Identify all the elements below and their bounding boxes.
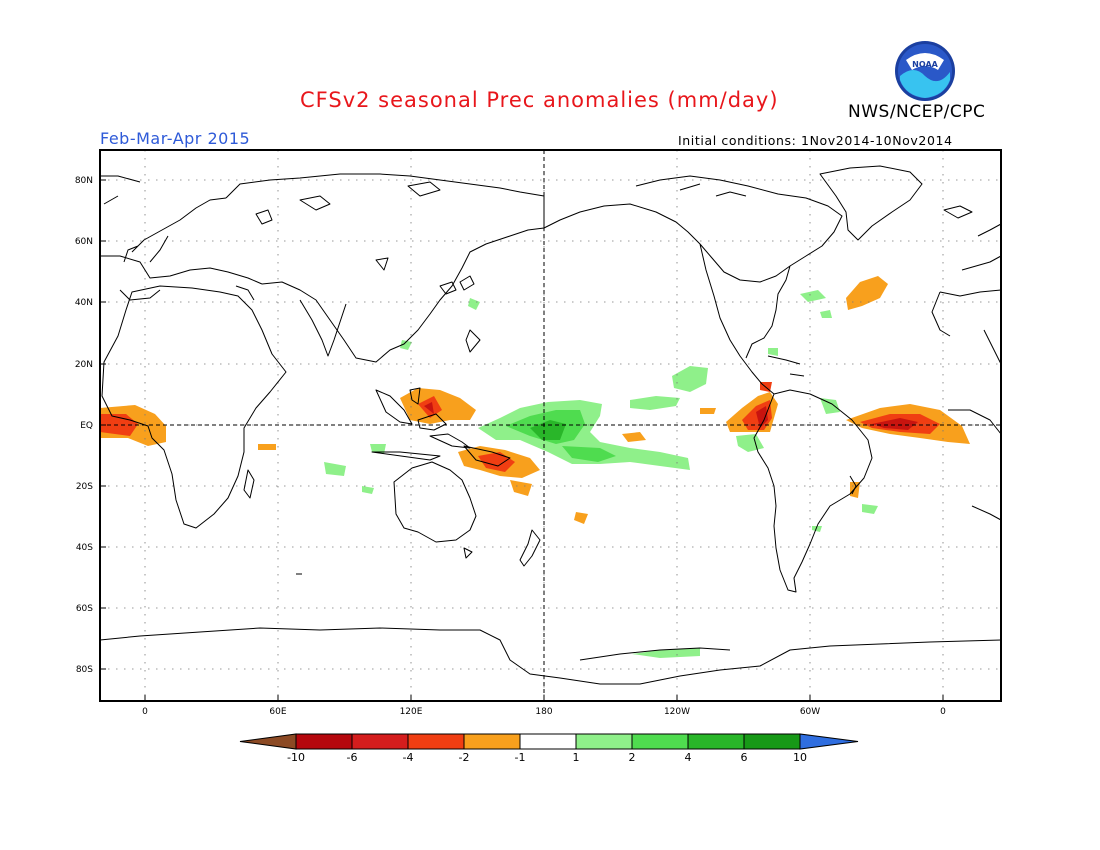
colorbar-swatch [463,733,521,750]
lon-tick-label: 120E [400,707,423,717]
coastline-africa [101,285,287,529]
lat-tick-label: 40S [76,543,93,553]
season-label: Feb-Mar-Apr 2015 [100,129,251,148]
dry-anomaly-north-atlantic [846,276,888,310]
axis-ticks: 80N 60N 40N 20N EQ 20S 40S 60S 80S 0 60E 120E 180 120… [75,176,946,717]
lon-tick-label: 60W [800,707,820,717]
coastline-asia [225,173,545,363]
agency-label: NWS/NCEP/CPC [848,102,986,122]
coastline-europe [100,175,263,301]
lat-tick-label: 20N [75,360,93,370]
coastlines [100,165,1001,685]
lat-tick-label: 40N [75,298,93,308]
colorbar-label: 6 [741,751,748,764]
lon-tick-label: 60E [269,707,286,717]
colorbar-label: 1 [573,751,580,764]
lat-tick-label: 60N [75,237,93,247]
lon-tick-label: 120W [664,707,690,717]
lon-tick-label: 0 [142,707,148,717]
colorbar-label: -4 [403,751,414,764]
colorbar-swatch [519,733,577,750]
noaa-logo-text: NOAA [912,60,938,69]
colorbar-label: -2 [459,751,470,764]
colorbar-label: -6 [347,751,358,764]
colorbar-arrow-low [239,733,297,750]
lat-tick-label: 20S [76,482,93,492]
coastline-north-america [543,175,843,395]
anomaly-shading [100,276,970,658]
colorbar-label: 10 [793,751,807,764]
coastline-greenland [819,165,923,241]
colorbar-swatch [631,733,689,750]
colorbar-arrow-high [799,733,859,750]
colorbar-swatch [295,733,353,750]
coastline-antarctica [100,627,1001,685]
noaa-logo: NOAA [895,41,955,101]
colorbar-swatch [687,733,745,750]
lat-tick-label: 60S [76,604,93,614]
colorbar-label: -1 [515,751,526,764]
lon-tick-label: 0 [940,707,946,717]
lat-tick-label: 80S [76,665,93,675]
colorbar-swatch [575,733,633,750]
coastline-south-america [753,389,873,593]
colorbar-swatch [407,733,465,750]
coastline-australia [393,461,477,543]
lat-tick-label: EQ [80,421,93,431]
colorbar: -10 -6 -4 -2 -1 1 2 4 6 10 [239,733,859,764]
initial-conditions-label: Initial conditions: 1Nov2014-10Nov2014 [678,133,953,148]
colorbar-label: 2 [629,751,636,764]
colorbar-label: 4 [685,751,692,764]
colorbar-label: -10 [287,751,305,764]
lat-tick-label: 80N [75,176,93,186]
colorbar-swatch [351,733,409,750]
chart-title: CFSv2 seasonal Prec anomalies (mm/day) [300,88,779,112]
colorbar-swatch [743,733,801,750]
lon-tick-label: 180 [535,707,552,717]
